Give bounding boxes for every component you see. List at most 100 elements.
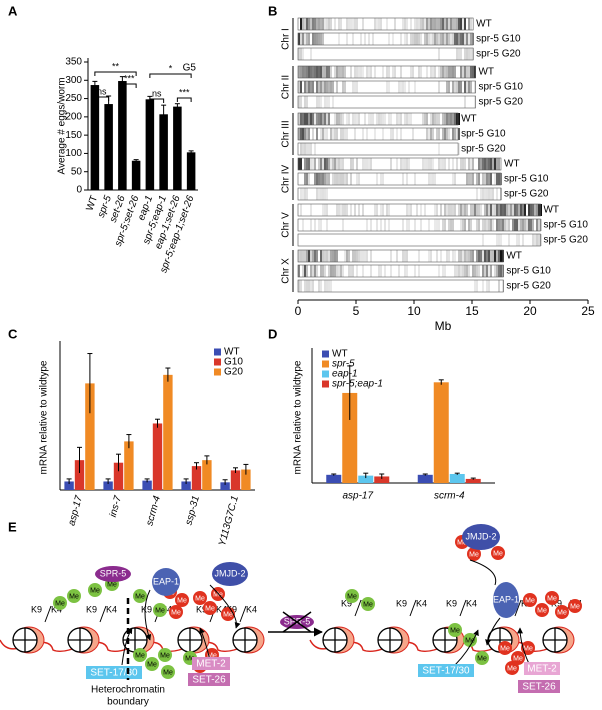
track-shade <box>322 188 324 200</box>
track-shade <box>340 128 342 140</box>
track-shade <box>470 204 472 216</box>
track-shade <box>466 173 468 185</box>
track-shade <box>342 113 344 125</box>
track-shade <box>352 113 354 125</box>
track-shade <box>430 250 432 262</box>
track-shade <box>372 33 374 45</box>
bar <box>191 466 202 490</box>
track-shade <box>426 158 428 170</box>
track-shade <box>454 250 456 262</box>
track-shade <box>486 219 488 231</box>
legend-swatch <box>322 350 329 358</box>
track-shade <box>328 265 330 277</box>
track-shade <box>350 173 352 185</box>
track-shade <box>342 219 344 231</box>
track-shade <box>300 158 302 170</box>
track-shade <box>462 33 464 45</box>
track-shade <box>324 265 326 277</box>
bar <box>220 482 230 490</box>
track-shade <box>470 33 472 45</box>
track-shade <box>334 128 336 140</box>
track-shade <box>460 18 462 30</box>
track-shade <box>376 173 378 185</box>
track-shade <box>312 81 314 93</box>
track-shade <box>444 128 446 140</box>
track-shade <box>468 33 470 45</box>
track-shade <box>460 219 462 231</box>
track-shade <box>464 48 466 60</box>
track-shade <box>328 280 330 292</box>
track-shade <box>332 250 334 262</box>
track-shade <box>496 219 498 231</box>
track-shade <box>460 48 462 60</box>
track-shade <box>456 81 458 93</box>
track-shade <box>498 280 500 292</box>
track-shade <box>498 234 500 246</box>
track-shade <box>314 173 316 185</box>
track-shade <box>300 188 302 200</box>
histone-residue: K9 <box>141 604 152 614</box>
track-shade <box>302 143 304 155</box>
track-shade <box>454 33 456 45</box>
track-shade <box>462 219 464 231</box>
track-shade <box>454 204 456 216</box>
track-shade <box>456 265 458 277</box>
track-shade <box>508 234 510 246</box>
track-shade <box>338 265 340 277</box>
track-shade <box>318 66 320 78</box>
track-shade <box>456 158 458 170</box>
track-shade <box>304 250 306 262</box>
me-k9 <box>203 601 217 615</box>
spr5-label: SPR-5 <box>100 568 127 578</box>
track-shade <box>428 158 430 170</box>
track-shade <box>366 128 368 140</box>
track-shade <box>320 128 322 140</box>
track-shade <box>370 219 372 231</box>
track-shade <box>430 18 432 30</box>
track-shade <box>468 66 470 78</box>
track-shade <box>340 18 342 30</box>
track-shade <box>474 280 476 292</box>
track-shade <box>382 66 384 78</box>
track-shade <box>360 250 362 262</box>
track-shade <box>504 204 506 216</box>
track-shade <box>300 204 302 216</box>
methyl-label: Me <box>135 652 145 659</box>
track-shade <box>320 33 322 45</box>
jmjd2-label: JMJD-2 <box>215 568 246 578</box>
track-shade <box>328 81 330 93</box>
track-shade <box>298 96 300 108</box>
track-shade <box>408 204 410 216</box>
track-shade <box>336 113 338 125</box>
track-shade <box>346 128 348 140</box>
track-shade <box>398 265 400 277</box>
track-shade <box>326 66 328 78</box>
methyl-label: Me <box>507 665 517 672</box>
track-shade <box>418 66 420 78</box>
track-shade <box>430 113 432 125</box>
track-shade <box>358 173 360 185</box>
track-shade <box>394 66 396 78</box>
jmjd2 <box>212 562 248 586</box>
methyl-label: Me <box>90 587 100 594</box>
track-shade <box>408 158 410 170</box>
track-shade <box>494 173 496 185</box>
track-shade <box>390 113 392 125</box>
track-shade <box>318 18 320 30</box>
track-shade <box>326 204 328 216</box>
track-shade <box>454 173 456 185</box>
track-shade <box>326 173 328 185</box>
track-shade <box>318 81 320 93</box>
track-shade <box>438 265 440 277</box>
track-shade <box>492 188 494 200</box>
track-shade <box>486 250 488 262</box>
track-shade <box>306 158 308 170</box>
y-tick-label: 100 <box>65 148 82 159</box>
track-shade <box>306 128 308 140</box>
track-shade <box>470 158 472 170</box>
track-shade <box>342 66 344 78</box>
methyl-label: Me <box>557 609 567 616</box>
track-shade <box>462 265 464 277</box>
track-shade <box>328 158 330 170</box>
track-shade <box>312 250 314 262</box>
